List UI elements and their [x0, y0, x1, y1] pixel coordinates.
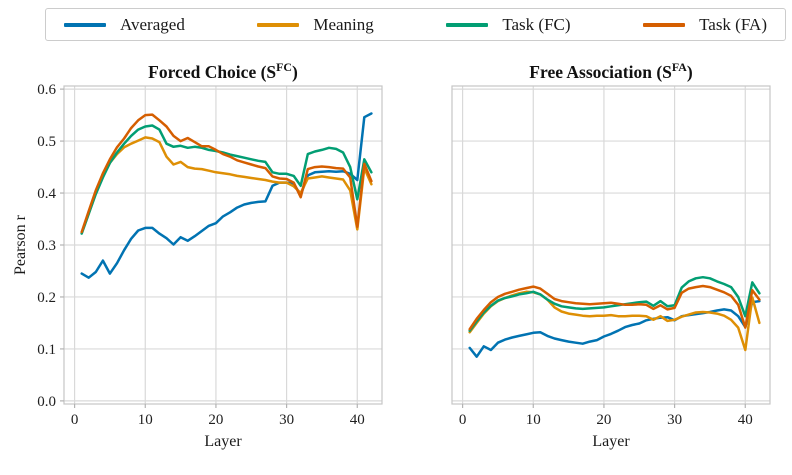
title-text: Forced Choice (S	[148, 61, 277, 82]
legend-item-task-fa: Task (FA)	[643, 16, 767, 33]
y-tick-label: 0.5	[37, 134, 56, 150]
series-line-task-fc	[80, 124, 373, 235]
legend: Averaged Meaning Task (FC) Task (FA)	[45, 8, 786, 41]
legend-item-task-fc: Task (FC)	[446, 15, 571, 34]
x-tick-label: 20	[208, 412, 223, 428]
legend-label: Task (FC)	[502, 15, 571, 34]
plot-area-free-association: 0 10 20 30 40	[451, 85, 771, 428]
title-text: )	[292, 61, 298, 82]
x-tick-label: 30	[279, 412, 294, 428]
plot-border	[451, 85, 771, 405]
x-axis-label: Layer	[204, 433, 242, 450]
x-tick-label: 40	[738, 412, 753, 428]
series-line-meaning	[80, 136, 373, 235]
series-line-meaning	[468, 290, 761, 352]
chart-title-free-association: Free Association (SFA)	[452, 52, 770, 82]
legend-label: Task (FA)	[699, 15, 767, 34]
legend-label: Meaning	[313, 15, 374, 34]
legend-label: Averaged	[120, 15, 185, 34]
y-tick-label: 0.4	[37, 186, 56, 202]
series-line-task-fc	[468, 275, 761, 332]
chart-title-forced-choice: Forced Choice (SFC)	[64, 52, 382, 82]
y-tick-label: 0.0	[37, 394, 56, 410]
chart-forced-choice: Forced Choice (SFC) 0 10 20 30 40 0.0 0.1 0.2 0.…	[28, 52, 392, 451]
x-tick-label: 10	[526, 412, 541, 428]
title-text: )	[686, 61, 693, 82]
task-fa-line-swatch	[643, 22, 686, 27]
y-tick-label: 0.6	[37, 82, 56, 98]
series-line-task-fa	[468, 284, 761, 331]
title-superscript: FC	[276, 60, 293, 74]
series-line-task-fa	[80, 113, 373, 234]
x-tick-label: 0	[71, 412, 79, 428]
legend-item-averaged: Averaged	[64, 16, 185, 33]
x-tick-label: 10	[138, 412, 153, 428]
y-tick-label: 0.1	[37, 342, 56, 358]
x-tick-label: 30	[667, 412, 682, 428]
title-superscript: FA	[671, 60, 687, 74]
x-tick-label: 20	[596, 412, 611, 428]
x-tick-label: 0	[459, 412, 467, 428]
y-tick-label: 0.2	[37, 290, 56, 306]
series-line-averaged	[80, 112, 373, 279]
x-tick-label: 40	[350, 412, 365, 428]
plot-area-forced-choice: 0 10 20 30 40 0.0 0.1 0.2 0.3 0.4 0.5 0.6	[37, 82, 383, 428]
chart-free-association: Free Association (SFA) 0 10 20 30 40 Layer	[416, 52, 780, 451]
y-tick-label: 0.3	[37, 238, 56, 254]
meaning-line-swatch	[257, 22, 300, 27]
averaged-line-swatch	[64, 22, 106, 27]
title-text: Free Association (S	[529, 61, 672, 82]
task-fc-line-swatch	[446, 22, 489, 27]
x-axis-label: Layer	[592, 433, 630, 450]
legend-item-meaning: Meaning	[257, 15, 374, 34]
